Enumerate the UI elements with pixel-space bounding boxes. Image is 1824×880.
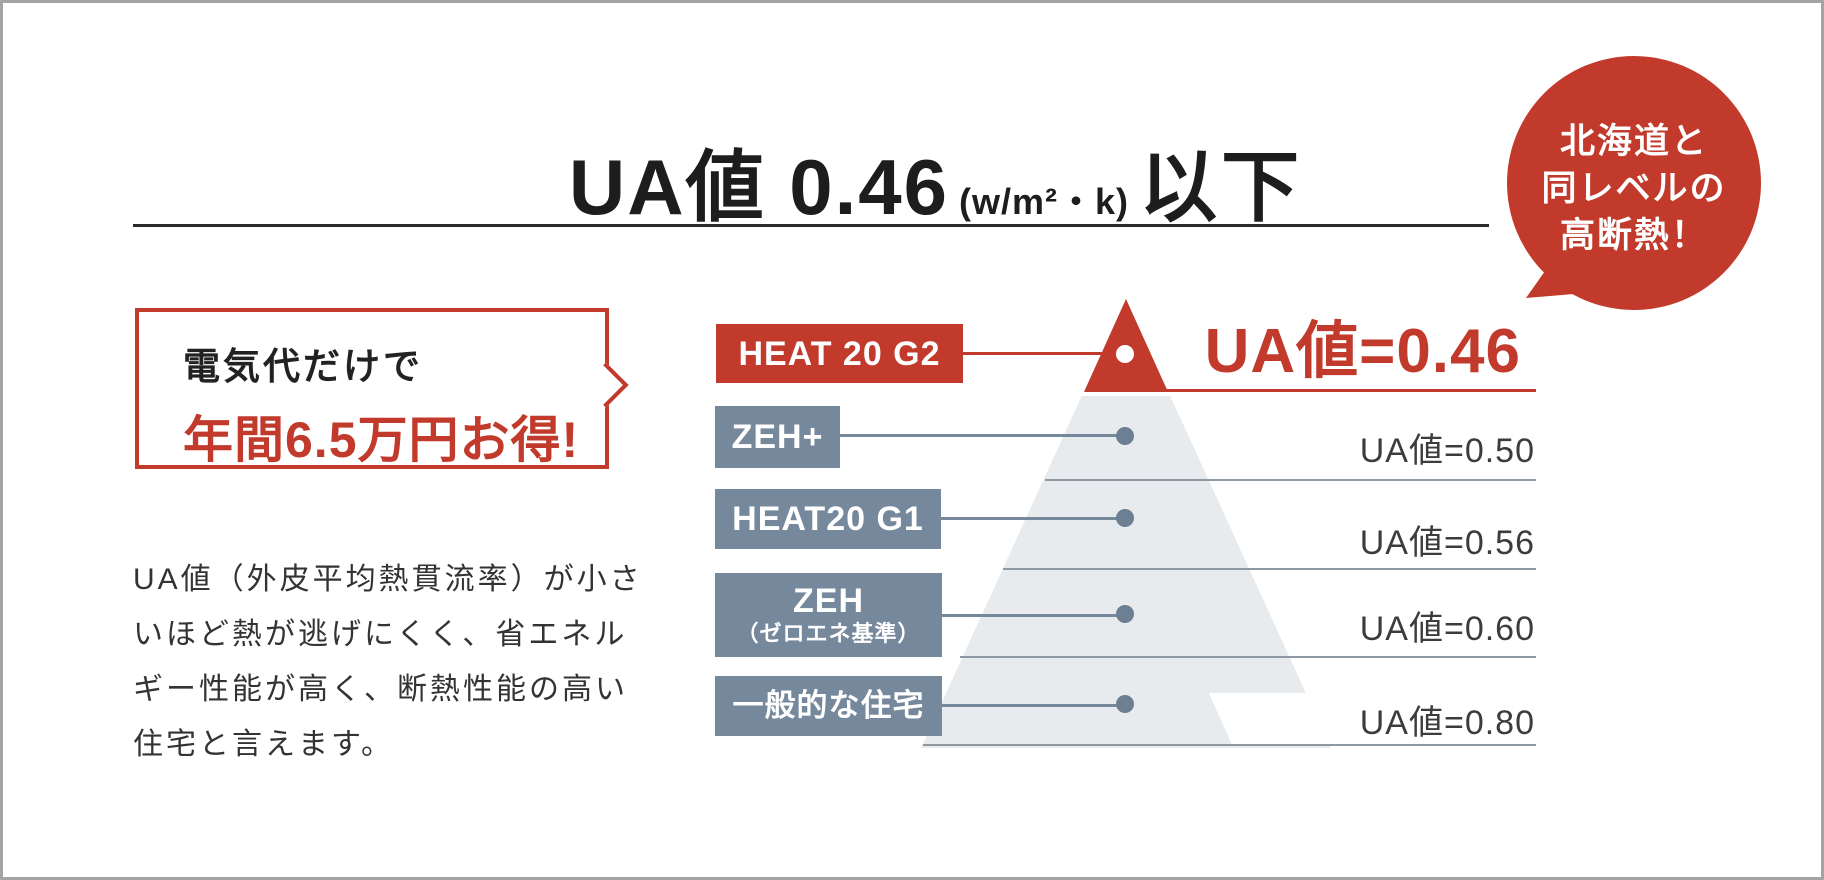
connector-zehplus bbox=[838, 434, 1127, 437]
level-label: ZEH bbox=[793, 582, 864, 620]
level-marker-dot-heat20g2 bbox=[1116, 345, 1134, 363]
callout-line2: 年間6.5万円お得! bbox=[183, 412, 580, 468]
title-suffix: 以下 bbox=[1139, 143, 1304, 231]
highlight-underline bbox=[1166, 389, 1536, 392]
divider-050 bbox=[1045, 479, 1536, 481]
ua-value-060: UA値=0.60 bbox=[1359, 610, 1535, 648]
connector-heat20g1 bbox=[939, 517, 1127, 520]
divider-056 bbox=[1003, 568, 1536, 570]
page-title: UA値 0.46 (w/m²・k) 以下 bbox=[45, 125, 1821, 237]
savings-callout: 電気代だけで 年間6.5万円お得! bbox=[135, 308, 629, 469]
level-box-heat20g2: HEAT 20 G2 bbox=[716, 324, 963, 383]
level-marker-dot-zehplus bbox=[1116, 427, 1134, 445]
badge-text: 北海道と 同レベルの 高断熱！ bbox=[1541, 122, 1727, 255]
badge-bubble-shape bbox=[1507, 56, 1761, 310]
divider-060 bbox=[960, 656, 1536, 658]
ua-value-050: UA値=0.50 bbox=[1359, 432, 1535, 470]
level-marker-dot-ippan bbox=[1116, 695, 1134, 713]
title-unit: (w/m²・k) bbox=[959, 181, 1130, 222]
level-box-ippan: 一般的な住宅 bbox=[715, 676, 942, 736]
ua-value-080: UA値=0.80 bbox=[1359, 704, 1535, 742]
connector-ippan bbox=[940, 704, 1127, 707]
title-ua-value: UA値 0.46 bbox=[568, 143, 950, 231]
level-label: HEAT 20 G2 bbox=[738, 334, 941, 373]
ua-value-056: UA値=0.56 bbox=[1359, 524, 1535, 562]
title-underline bbox=[133, 224, 1489, 227]
level-label: 一般的な住宅 bbox=[732, 688, 925, 723]
divider-080 bbox=[923, 744, 1536, 746]
callout-line1: 電気代だけで bbox=[183, 346, 423, 387]
level-sublabel: （ゼロエネ基準） bbox=[736, 621, 921, 646]
level-box-zehplus: ZEH+ bbox=[715, 406, 840, 468]
ua-value-highlight: UA値=0.46 bbox=[1204, 317, 1521, 386]
hokkaido-badge: 北海道と 同レベルの 高断熱！ bbox=[1498, 48, 1778, 318]
connector-zeh bbox=[940, 614, 1127, 617]
level-box-zeh: ZEH （ゼロエネ基準） bbox=[715, 573, 942, 657]
level-marker-dot-heat20g1 bbox=[1116, 509, 1134, 527]
level-label: ZEH+ bbox=[731, 418, 824, 456]
connector-heat20g2 bbox=[961, 352, 1127, 355]
level-box-heat20g1: HEAT20 G1 bbox=[715, 489, 941, 549]
level-label: HEAT20 G1 bbox=[732, 500, 924, 538]
level-marker-dot-zeh bbox=[1116, 605, 1134, 623]
pyramid-cap-gap bbox=[1071, 390, 1185, 396]
ua-description: UA値（外皮平均熱貫流率）が小さ いほど熱が逃げにくく、省エネル ギー性能が高く… bbox=[133, 563, 643, 761]
